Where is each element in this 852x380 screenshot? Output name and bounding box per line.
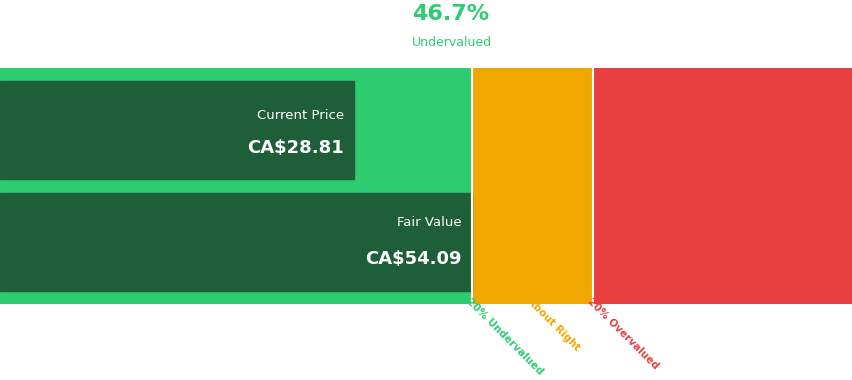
Text: Fair Value: Fair Value (396, 216, 461, 229)
Bar (0, 81, 354, 179)
Text: 20% Overvalued: 20% Overvalued (585, 296, 659, 371)
Text: About Right: About Right (525, 296, 581, 353)
Text: Undervalued: Undervalued (412, 36, 492, 49)
Bar (592, 68, 852, 304)
Bar (471, 68, 592, 304)
Text: CA$54.09: CA$54.09 (365, 250, 461, 268)
Text: CA$28.81: CA$28.81 (247, 139, 343, 157)
Bar (0, 193, 471, 291)
Bar (0, 68, 471, 304)
Text: 46.7%: 46.7% (412, 4, 488, 24)
Text: Current Price: Current Price (256, 109, 343, 122)
Text: 20% Undervalued: 20% Undervalued (464, 296, 544, 377)
